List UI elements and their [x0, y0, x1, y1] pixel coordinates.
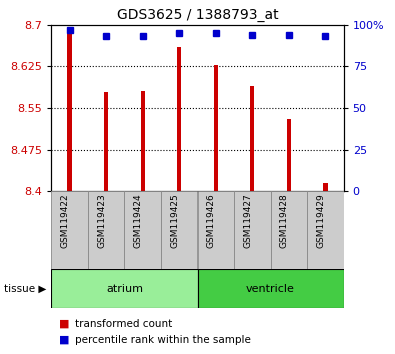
Title: GDS3625 / 1388793_at: GDS3625 / 1388793_at [117, 8, 278, 22]
Bar [323, 183, 327, 191]
Text: GSM119427: GSM119427 [243, 194, 252, 248]
Bar [271, 191, 307, 269]
Bar [250, 86, 254, 191]
Text: ■: ■ [59, 335, 70, 345]
Text: GSM119429: GSM119429 [316, 194, 325, 248]
Text: transformed count: transformed count [75, 319, 172, 329]
Bar [234, 191, 271, 269]
Bar [68, 28, 72, 191]
Bar [307, 191, 344, 269]
Text: GSM119424: GSM119424 [134, 194, 143, 248]
Bar [51, 269, 198, 308]
Text: GSM119422: GSM119422 [60, 194, 70, 248]
Bar [198, 191, 234, 269]
Bar [161, 191, 198, 269]
Text: percentile rank within the sample: percentile rank within the sample [75, 335, 251, 345]
Text: tissue ▶: tissue ▶ [4, 284, 46, 293]
Bar [104, 92, 108, 191]
Text: GSM119423: GSM119423 [97, 194, 106, 248]
Text: GSM119425: GSM119425 [170, 194, 179, 248]
Bar [88, 191, 124, 269]
Text: atrium: atrium [106, 284, 143, 293]
Text: GSM119426: GSM119426 [207, 194, 216, 248]
Bar [198, 269, 344, 308]
Text: ■: ■ [59, 319, 70, 329]
Bar [51, 191, 88, 269]
Bar [141, 91, 145, 191]
Text: GSM119428: GSM119428 [280, 194, 289, 248]
Text: ventricle: ventricle [246, 284, 295, 293]
Bar [177, 47, 181, 191]
Bar [214, 65, 218, 191]
Bar [287, 119, 291, 191]
Bar [124, 191, 161, 269]
